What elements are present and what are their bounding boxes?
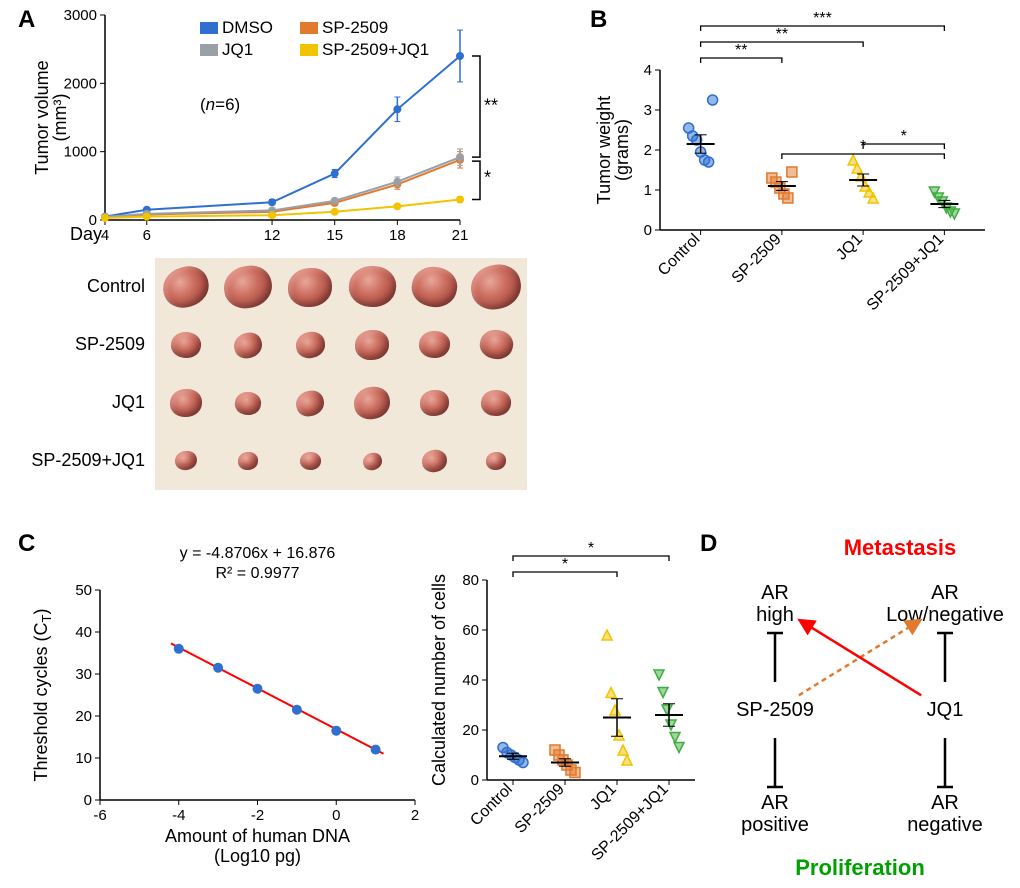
- svg-text:-4: -4: [172, 807, 185, 824]
- svg-text:60: 60: [462, 622, 479, 639]
- svg-text:6: 6: [143, 227, 151, 244]
- svg-text:0: 0: [644, 222, 652, 239]
- svg-text:(n=6): (n=6): [200, 95, 240, 114]
- svg-text:0: 0: [471, 772, 479, 789]
- svg-text:2: 2: [644, 142, 652, 159]
- svg-text:Metastasis: Metastasis: [844, 535, 957, 560]
- svg-text:12: 12: [264, 227, 281, 244]
- svg-text:1000: 1000: [64, 144, 97, 161]
- tumor-row-label: SP-2509: [10, 334, 145, 355]
- svg-text:(mm³): (mm³): [50, 94, 70, 142]
- tumor-row-label: SP-2509+JQ1: [10, 450, 145, 471]
- svg-text:(grams): (grams): [612, 119, 632, 181]
- svg-text:21: 21: [452, 227, 469, 244]
- svg-text:30: 30: [75, 666, 92, 683]
- svg-text:50: 50: [75, 582, 92, 599]
- svg-text:0: 0: [332, 807, 340, 824]
- svg-text:AR: AR: [761, 792, 789, 814]
- panel-a-chart: 01000200030004612151821Tumor volume(mm³)…: [30, 10, 520, 255]
- svg-text:positive: positive: [741, 814, 809, 836]
- svg-text:Day: Day: [70, 224, 102, 244]
- svg-text:y = -4.8706x + 16.876: y = -4.8706x + 16.876: [180, 545, 336, 562]
- tumor-row-label: Control: [10, 276, 145, 297]
- svg-text:Threshold cycles (CT): Threshold cycles (CT): [31, 609, 54, 782]
- tumor-blob: [288, 267, 333, 306]
- svg-text:*: *: [901, 128, 907, 145]
- svg-text:Tumor volume: Tumor volume: [32, 60, 52, 174]
- svg-text:***: ***: [813, 10, 832, 27]
- svg-text:18: 18: [389, 227, 406, 244]
- svg-text:**: **: [776, 26, 788, 43]
- svg-text:JQ1: JQ1: [927, 699, 964, 721]
- tumor-blob: [238, 452, 258, 470]
- svg-text:20: 20: [75, 708, 92, 725]
- svg-text:15: 15: [326, 227, 343, 244]
- svg-text:Calculated number of cells: Calculated number of cells: [429, 574, 449, 786]
- svg-text:SP-2509: SP-2509: [512, 781, 568, 837]
- svg-text:1: 1: [644, 182, 652, 199]
- svg-text:40: 40: [75, 624, 92, 641]
- svg-text:R² = 0.9977: R² = 0.9977: [215, 565, 299, 582]
- svg-text:Proliferation: Proliferation: [795, 855, 925, 880]
- svg-text:2000: 2000: [64, 75, 97, 92]
- svg-text:4: 4: [644, 62, 652, 79]
- panel-c-left-chart: -6-4-20201020304050y = -4.8706x + 16.876…: [25, 540, 435, 870]
- panel-d-diagram: MetastasisProliferationARhighARLow/negat…: [700, 535, 1020, 880]
- svg-text:high: high: [756, 604, 794, 626]
- svg-text:SP-2509: SP-2509: [729, 231, 785, 287]
- svg-text:AR: AR: [931, 792, 959, 814]
- svg-text:negative: negative: [907, 814, 983, 836]
- svg-text:AR: AR: [931, 582, 959, 604]
- svg-text:-6: -6: [93, 807, 106, 824]
- svg-text:SP-2509: SP-2509: [736, 699, 814, 721]
- panel-b-chart: 0 1 2 3 4 Control SP-2509 JQ1SP-2509+JQ1 Tumor w…: [590, 10, 1000, 320]
- svg-text:20: 20: [462, 722, 479, 739]
- svg-text:Low/negative: Low/negative: [886, 604, 1004, 626]
- panel-c-right-chart: 020406080ControlSP-2509JQ1SP-2509+JQ1Cal…: [425, 540, 705, 870]
- svg-text:SP-2509+JQ1: SP-2509+JQ1: [322, 40, 429, 59]
- tumor-row-label: JQ1: [10, 392, 145, 413]
- svg-text:4: 4: [101, 227, 109, 244]
- svg-text:Amount of human DNA: Amount of human DNA: [165, 826, 350, 846]
- svg-text:Control: Control: [655, 231, 703, 279]
- svg-text:-2: -2: [251, 807, 264, 824]
- svg-text:*: *: [588, 540, 594, 557]
- svg-text:SP-2509+JQ1: SP-2509+JQ1: [864, 231, 947, 314]
- svg-text:80: 80: [462, 572, 479, 589]
- svg-text:**: **: [735, 42, 747, 59]
- svg-text:JQ1: JQ1: [222, 40, 253, 59]
- svg-text:SP-2509: SP-2509: [322, 18, 388, 37]
- svg-text:3000: 3000: [64, 10, 97, 24]
- svg-text:10: 10: [75, 750, 92, 767]
- svg-text:*: *: [562, 556, 568, 573]
- svg-text:0: 0: [84, 792, 92, 809]
- svg-text:3: 3: [644, 102, 652, 119]
- svg-text:AR: AR: [761, 582, 789, 604]
- svg-text:2: 2: [411, 807, 419, 824]
- svg-text:JQ1: JQ1: [587, 781, 620, 814]
- tumor-blob: [486, 452, 506, 470]
- svg-text:DMSO: DMSO: [222, 18, 273, 37]
- tumor-blob: [419, 390, 448, 416]
- svg-text:*: *: [484, 167, 491, 187]
- svg-text:40: 40: [462, 672, 479, 689]
- svg-text:JQ1: JQ1: [833, 231, 866, 264]
- svg-text:Tumor weight: Tumor weight: [594, 96, 614, 204]
- svg-text:**: **: [484, 96, 498, 116]
- svg-text:(Log10 pg): (Log10 pg): [214, 846, 301, 866]
